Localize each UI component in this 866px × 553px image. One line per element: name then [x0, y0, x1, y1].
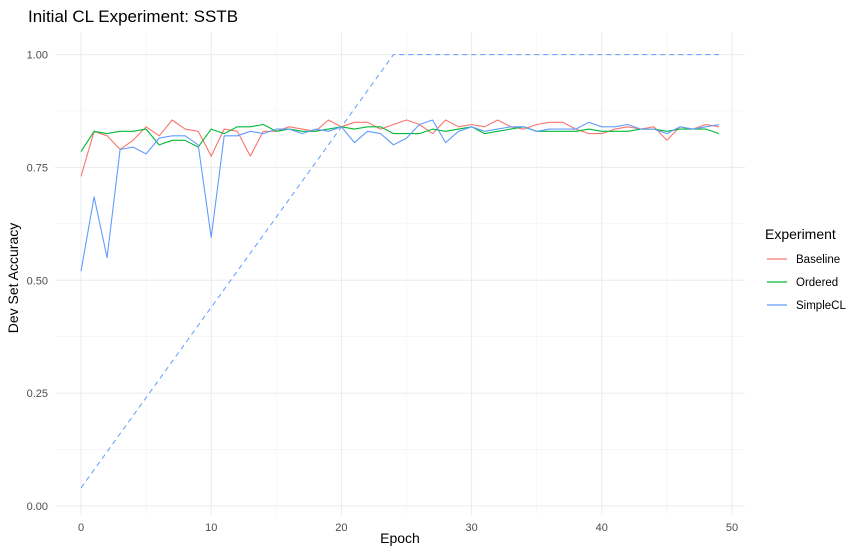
- x-tick-label: 50: [726, 522, 738, 534]
- legend-label-simplecl: SimpleCL: [796, 300, 846, 312]
- x-tick-label: 10: [205, 522, 217, 534]
- series-lines: [80, 119, 720, 272]
- legend-title: Experiment: [765, 226, 836, 242]
- chart-title: Initial CL Experiment: SSTB: [28, 7, 238, 26]
- y-tick-label: 1.00: [27, 50, 48, 62]
- x-tick-label: 0: [78, 522, 84, 534]
- x-tick-label: 20: [335, 522, 347, 534]
- y-axis-title: Dev Set Accuracy: [5, 223, 21, 334]
- legend-label-baseline: Baseline: [796, 254, 840, 266]
- series-line-ordered: [80, 123, 720, 152]
- y-tick-label: 0.75: [27, 162, 48, 174]
- x-axis-title: Epoch: [380, 530, 420, 546]
- y-tick-label: 0.50: [27, 275, 48, 287]
- y-tick-label: 0.25: [27, 388, 48, 400]
- x-axis-ticks: 0 10 20 30 40 50: [78, 522, 738, 534]
- series-line-baseline: [80, 119, 720, 177]
- legend: Experiment Baseline Ordered SimpleCL: [765, 226, 846, 312]
- grid: [55, 32, 745, 515]
- reference-dashed-line: [80, 54, 719, 489]
- series-line-simplecl: [80, 119, 720, 272]
- x-tick-label: 40: [596, 522, 608, 534]
- x-tick-label: 30: [465, 522, 477, 534]
- legend-label-ordered: Ordered: [796, 277, 838, 289]
- y-axis-ticks: 0.00 0.25 0.50 0.75 1.00: [27, 50, 48, 513]
- reference-line: [80, 54, 719, 489]
- y-tick-label: 0.00: [27, 501, 48, 513]
